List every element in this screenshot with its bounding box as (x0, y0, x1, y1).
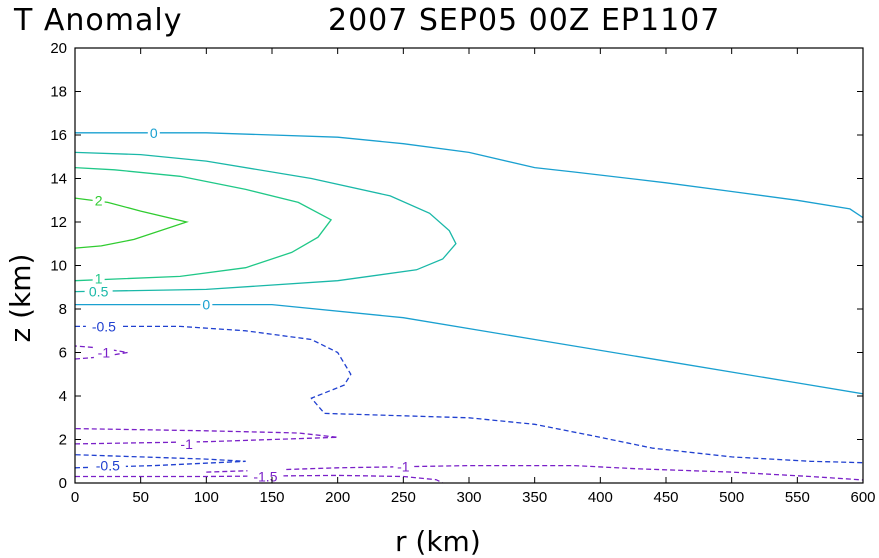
x-tick-label: 500 (719, 489, 744, 506)
y-tick-label: 10 (50, 258, 67, 275)
x-tick-label: 300 (456, 489, 481, 506)
y-tick-label: 16 (50, 127, 67, 144)
contour-label: 2 (95, 192, 103, 208)
contour-label-bg (92, 192, 105, 208)
contour-label: -1.5 (253, 468, 277, 484)
x-tick-label: 350 (522, 489, 547, 506)
x-tick-label: 100 (194, 489, 219, 506)
contour-label-bg (176, 435, 197, 451)
y-tick-label: 0 (59, 475, 67, 492)
contour-lines: 0 0 0.51 2 -0.5 -1 -1 -0.5 -1 -1.5 (75, 124, 863, 484)
x-tick-label: 400 (588, 489, 613, 506)
x-tick-label: 200 (325, 489, 350, 506)
x-tick-label: 450 (653, 489, 678, 506)
contour-label: -0.5 (96, 458, 120, 474)
contour-line (75, 166, 333, 282)
y-tick-label: 12 (50, 214, 67, 231)
y-tick-label: 4 (59, 388, 67, 405)
contour-line (75, 427, 338, 445)
chart-title-right: 2007 SEP05 00Z EP1107 (328, 3, 720, 38)
contour-label-bg (147, 124, 160, 140)
contour-label: -1 (180, 436, 193, 452)
y-tick-label: 18 (50, 84, 67, 101)
contour-label-bg (89, 457, 126, 473)
contour-label-bg (247, 468, 284, 483)
contour-label: -1 (397, 459, 410, 475)
contour-line (75, 474, 443, 483)
plot-frame (74, 47, 864, 484)
contour-label-bg (84, 283, 113, 299)
x-tick-label: 550 (785, 489, 810, 506)
y-tick-label: 2 (59, 432, 67, 449)
contour-label-bg (92, 270, 105, 286)
y-tick-label: 20 (50, 40, 67, 57)
x-tick-label: 50 (132, 489, 149, 506)
contour-label-bg (85, 318, 122, 334)
contour-line (75, 303, 863, 395)
contour-label: -1 (98, 345, 111, 361)
y-axis-label: z (km) (4, 254, 37, 343)
contour-label: 0 (202, 297, 210, 313)
y-tick-label: 8 (59, 301, 67, 318)
contour-line (75, 454, 246, 469)
contour-line (75, 132, 863, 219)
x-axis-label: r (km) (395, 525, 481, 558)
x-tick-label: 600 (850, 489, 875, 506)
contour-label: 0.5 (89, 284, 109, 300)
contour-line (75, 197, 189, 249)
y-tick-label: 14 (50, 171, 67, 188)
chart-title-left: T Anomaly (13, 3, 182, 38)
contour-line (75, 345, 128, 360)
contour-line (206, 464, 863, 481)
axis-ticks: 0 50 100 150 200 250 300 350 400 450 500 550 6000246… (50, 40, 875, 506)
contour-label-bg (93, 344, 114, 360)
contour-line (75, 325, 863, 464)
contour-label-bg (200, 296, 213, 312)
x-tick-label: 0 (71, 489, 79, 506)
contour-label: -0.5 (92, 318, 116, 334)
x-tick-label: 250 (391, 489, 416, 506)
contour-label: 0 (150, 125, 158, 141)
x-tick-label: 150 (259, 489, 284, 506)
contour-label: 1 (95, 271, 103, 287)
contour-line (75, 151, 457, 293)
y-tick-label: 6 (59, 345, 67, 362)
contour-label-bg (393, 458, 414, 474)
